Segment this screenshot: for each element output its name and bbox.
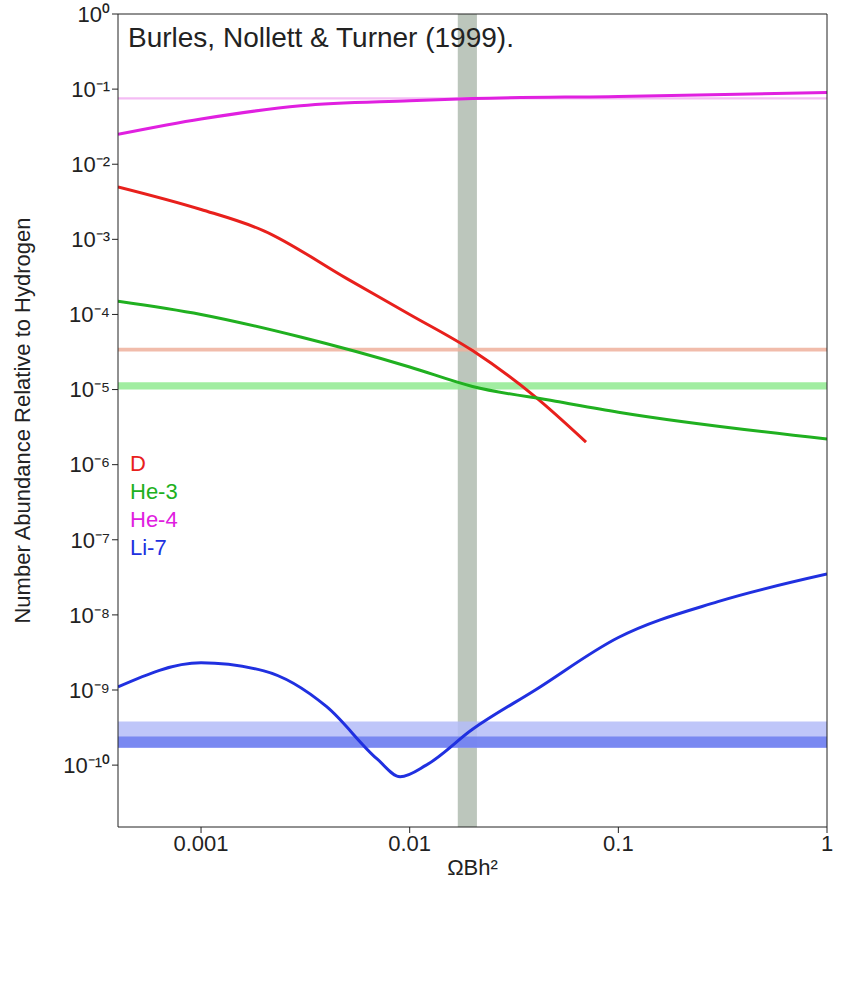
svg-text:0.001: 0.001 xyxy=(174,831,229,856)
svg-text:10⁻⁵: 10⁻⁵ xyxy=(69,377,110,402)
svg-text:ΩBh²: ΩBh² xyxy=(447,855,498,880)
svg-text:10⁻⁸: 10⁻⁸ xyxy=(69,603,110,628)
svg-text:1: 1 xyxy=(821,831,833,856)
html-text:Burles, Nollett & Turner (1999: Burles, Nollett & Turner (1999). xyxy=(128,22,514,53)
svg-text:10⁻⁷: 10⁻⁷ xyxy=(71,528,110,553)
svg-text:10⁻⁴: 10⁻⁴ xyxy=(69,302,110,327)
svg-text:10⁻²: 10⁻² xyxy=(71,152,110,177)
svg-text:10⁰: 10⁰ xyxy=(78,2,110,27)
html-text:Li-7: Li-7 xyxy=(130,535,167,560)
html-text:D: D xyxy=(130,451,146,476)
svg-text:10⁻⁶: 10⁻⁶ xyxy=(69,452,110,477)
svg-text:10⁻¹: 10⁻¹ xyxy=(71,77,110,102)
svg-text:0.1: 0.1 xyxy=(603,831,634,856)
html-text:He-3: He-3 xyxy=(130,479,178,504)
svg-text:Number Abundance Relative to H: Number Abundance Relative to Hydrogen xyxy=(10,217,35,623)
svg-text:10⁻¹⁰: 10⁻¹⁰ xyxy=(63,753,110,778)
svg-text:10⁻³: 10⁻³ xyxy=(71,227,110,252)
svg-text:10⁻⁹: 10⁻⁹ xyxy=(69,678,110,703)
svg-text:0.01: 0.01 xyxy=(388,831,431,856)
html-text:He-4: He-4 xyxy=(130,507,178,532)
